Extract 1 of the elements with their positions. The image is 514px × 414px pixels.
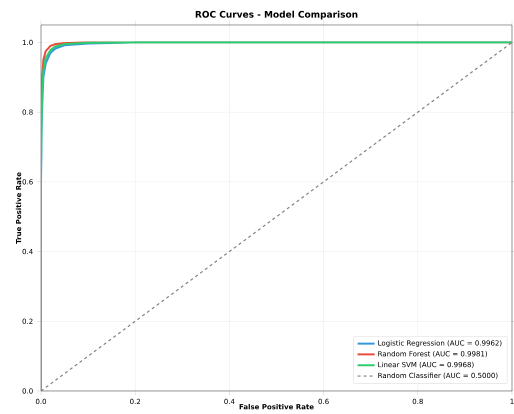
chart-title: ROC Curves - Model Comparison <box>196 10 358 20</box>
